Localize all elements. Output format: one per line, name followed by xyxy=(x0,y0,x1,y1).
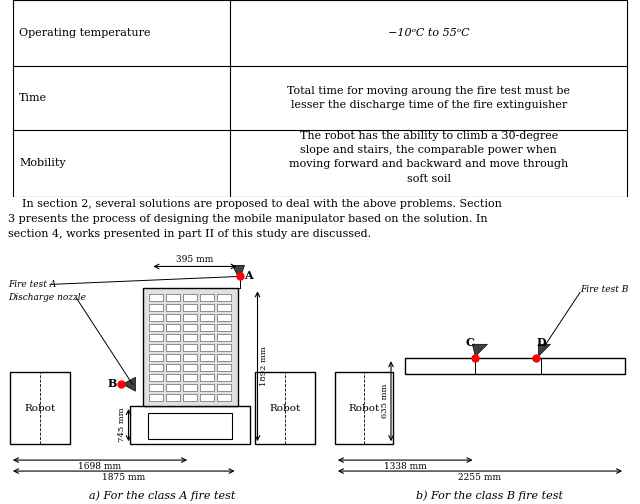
Bar xyxy=(149,394,163,401)
Bar xyxy=(148,413,232,439)
Bar xyxy=(200,344,214,351)
Text: 1875 mm: 1875 mm xyxy=(102,473,145,482)
Text: Fire test B: Fire test B xyxy=(580,285,628,294)
Bar xyxy=(149,314,163,321)
Polygon shape xyxy=(538,344,550,356)
Bar xyxy=(217,294,231,301)
Bar xyxy=(149,324,163,331)
Bar xyxy=(143,288,237,406)
Bar xyxy=(166,354,180,361)
Bar xyxy=(217,314,231,321)
Text: 1892 mm: 1892 mm xyxy=(259,346,268,386)
Text: 1338 mm: 1338 mm xyxy=(384,462,427,471)
Bar xyxy=(149,334,163,341)
Text: Mobility: Mobility xyxy=(19,158,66,168)
Bar xyxy=(217,384,231,391)
Text: Time: Time xyxy=(19,93,47,103)
Bar xyxy=(200,334,214,341)
Bar xyxy=(200,314,214,321)
Text: Robot: Robot xyxy=(269,404,301,413)
Bar xyxy=(217,374,231,381)
Bar xyxy=(255,372,315,444)
Text: −10ᵒC to 55ᵒC: −10ᵒC to 55ᵒC xyxy=(388,28,470,38)
Bar xyxy=(405,358,625,374)
Text: 635 mm: 635 mm xyxy=(381,384,389,418)
Bar xyxy=(183,304,197,311)
Text: 2255 mm: 2255 mm xyxy=(458,473,502,482)
Bar xyxy=(166,384,180,391)
Bar xyxy=(149,304,163,311)
Bar xyxy=(200,384,214,391)
Bar xyxy=(217,344,231,351)
Bar xyxy=(217,334,231,341)
Bar xyxy=(200,324,214,331)
Text: C: C xyxy=(466,337,475,348)
Bar xyxy=(183,294,197,301)
Bar xyxy=(166,294,180,301)
Text: D: D xyxy=(536,337,546,348)
Bar xyxy=(149,344,163,351)
Bar xyxy=(200,354,214,361)
Text: A: A xyxy=(244,270,253,281)
Text: 1698 mm: 1698 mm xyxy=(79,462,122,471)
Bar xyxy=(149,384,163,391)
Bar xyxy=(183,374,197,381)
Bar xyxy=(10,372,70,444)
Bar xyxy=(166,314,180,321)
Text: Fire test A: Fire test A xyxy=(8,280,56,289)
Polygon shape xyxy=(122,377,136,391)
Bar xyxy=(217,394,231,401)
Bar xyxy=(130,406,250,444)
Bar xyxy=(200,374,214,381)
Bar xyxy=(149,374,163,381)
Bar xyxy=(183,354,197,361)
Bar xyxy=(217,324,231,331)
Bar xyxy=(335,372,393,444)
Bar xyxy=(183,384,197,391)
Bar xyxy=(200,304,214,311)
Bar xyxy=(166,324,180,331)
Bar xyxy=(183,334,197,341)
Text: Robot: Robot xyxy=(348,404,380,413)
Bar xyxy=(200,364,214,371)
Text: 395 mm: 395 mm xyxy=(176,256,214,265)
Bar xyxy=(183,324,197,331)
Bar xyxy=(183,394,197,401)
Text: Discharge nozzle: Discharge nozzle xyxy=(8,293,86,302)
Bar xyxy=(149,354,163,361)
Bar xyxy=(149,364,163,371)
Polygon shape xyxy=(472,344,488,356)
Bar xyxy=(217,364,231,371)
Bar xyxy=(217,354,231,361)
Polygon shape xyxy=(232,266,244,279)
Text: a) For the class A fire test: a) For the class A fire test xyxy=(90,491,236,501)
Text: Total time for moving aroung the fire test must be
lesser the discharge time of : Total time for moving aroung the fire te… xyxy=(287,86,570,110)
Text: b) For the class B fire test: b) For the class B fire test xyxy=(417,491,563,501)
Bar xyxy=(166,394,180,401)
Bar xyxy=(149,294,163,301)
Bar xyxy=(166,344,180,351)
Bar xyxy=(217,304,231,311)
Text: Operating temperature: Operating temperature xyxy=(19,28,150,38)
Bar xyxy=(183,314,197,321)
Text: 745 mm: 745 mm xyxy=(118,408,127,443)
Bar xyxy=(200,294,214,301)
Bar xyxy=(200,394,214,401)
Bar xyxy=(166,374,180,381)
Text: In section 2, several solutions are proposed to deal with the above problems. Se: In section 2, several solutions are prop… xyxy=(8,199,502,239)
Bar xyxy=(166,304,180,311)
Text: Robot: Robot xyxy=(24,404,56,413)
Text: B: B xyxy=(107,377,116,389)
Bar xyxy=(183,364,197,371)
Bar xyxy=(183,344,197,351)
Bar xyxy=(166,364,180,371)
Bar xyxy=(166,334,180,341)
Text: The robot has the ability to climb a 30-degree
slope and stairs, the comparable : The robot has the ability to climb a 30-… xyxy=(289,131,568,184)
